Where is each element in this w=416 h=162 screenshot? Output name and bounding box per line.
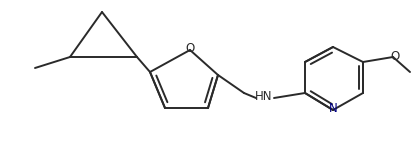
Text: O: O	[390, 50, 400, 63]
Text: N: N	[329, 103, 337, 116]
Text: HN: HN	[255, 91, 273, 104]
Text: O: O	[186, 42, 195, 56]
